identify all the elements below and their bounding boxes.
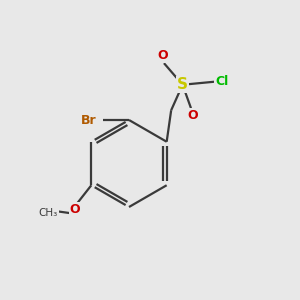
Text: O: O [158, 50, 168, 62]
Text: Br: Br [81, 113, 97, 127]
Text: S: S [177, 77, 188, 92]
Text: O: O [187, 109, 198, 122]
Text: O: O [70, 203, 80, 216]
Text: Cl: Cl [215, 75, 228, 88]
Text: CH₃: CH₃ [39, 208, 58, 218]
